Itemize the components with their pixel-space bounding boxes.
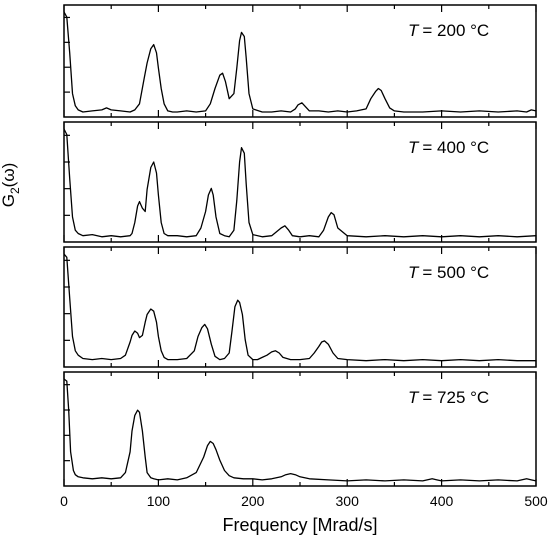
x-tick-label: 200: [241, 493, 265, 509]
panel-0-series-0: [63, 11, 537, 113]
panel-label-value: = 725 °C: [422, 388, 489, 407]
y-axis-title-subscript: 2: [8, 187, 22, 194]
panel-0: T = 200 °C: [63, 4, 537, 118]
panel-3: T = 725 °C: [63, 371, 537, 487]
x-tick-label: 0: [60, 493, 68, 509]
panel-label: T = 500 °C: [408, 263, 489, 282]
panel-1: T = 400 °C: [63, 121, 537, 243]
y-axis-title-main: G: [0, 194, 18, 207]
panel-label: T = 725 °C: [408, 388, 489, 407]
chart-panels: T = 200 °CT = 400 °CT = 500 °CT = 725 °C: [63, 4, 537, 487]
panel-2: T = 500 °C: [63, 246, 537, 368]
x-tick-label: 400: [430, 493, 454, 509]
panel-label-value: = 500 °C: [422, 263, 489, 282]
panel-1-series-0: [63, 128, 537, 238]
panel-label: T = 400 °C: [408, 138, 489, 157]
x-tick-label: 300: [336, 493, 360, 509]
panel-label-value: = 200 °C: [422, 21, 489, 40]
y-axis-title: G2(ω): [0, 163, 22, 208]
panel-label-var: T: [408, 21, 420, 40]
panel-label-var: T: [408, 138, 420, 157]
panel-label-var: T: [408, 263, 420, 282]
panel-label-var: T: [408, 388, 420, 407]
panel-2-series-0: [63, 253, 536, 362]
x-tick-label: 500: [524, 493, 548, 509]
x-tick-labels: 0 100 200 300 400 500: [60, 493, 548, 509]
y-axis-title-suffix: (ω): [0, 163, 18, 188]
panel-label-value: = 400 °C: [422, 138, 489, 157]
panel-label: T = 200 °C: [408, 21, 489, 40]
x-tick-label: 100: [147, 493, 171, 509]
panel-3-series-0: [63, 378, 537, 482]
x-axis-title: Frequency [Mrad/s]: [222, 515, 377, 535]
